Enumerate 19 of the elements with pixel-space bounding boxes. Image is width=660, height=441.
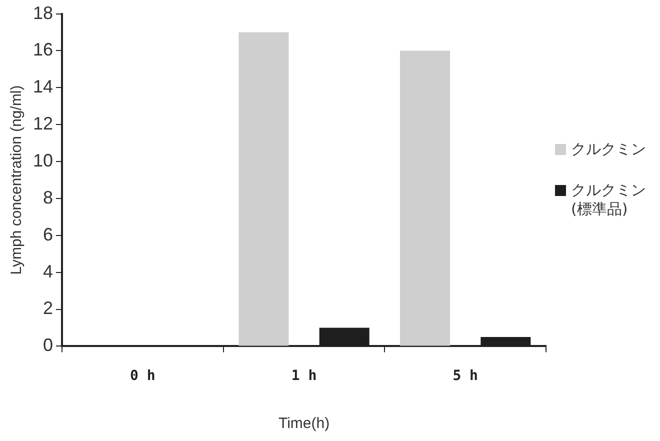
y-axis-title: Lymph concentration (ng/ml) <box>8 85 26 275</box>
y-tick-label: 14 <box>32 76 54 97</box>
y-tick-label: 18 <box>32 2 54 23</box>
x-tick-label: 1 h <box>291 368 317 384</box>
bar <box>238 32 289 346</box>
y-tick-label: 2 <box>43 298 54 318</box>
y-tick-label: 6 <box>43 224 54 244</box>
bar <box>400 50 450 346</box>
y-tick-label: 10 <box>32 150 54 170</box>
legend-label: クルクミン <box>571 140 646 159</box>
y-tick-label: 16 <box>32 40 54 60</box>
y-tick-label: 4 <box>43 261 54 282</box>
x-axis-title: Time(h) <box>278 415 330 432</box>
y-tick-label: 0 <box>43 335 54 356</box>
x-tick-label: 5 h <box>452 368 478 384</box>
y-tick-label: 12 <box>32 114 54 134</box>
x-tick-label: 0 h <box>130 368 156 384</box>
legend-label: クルクミン (標準品) <box>571 181 647 219</box>
y-tick-label: 8 <box>43 187 54 208</box>
